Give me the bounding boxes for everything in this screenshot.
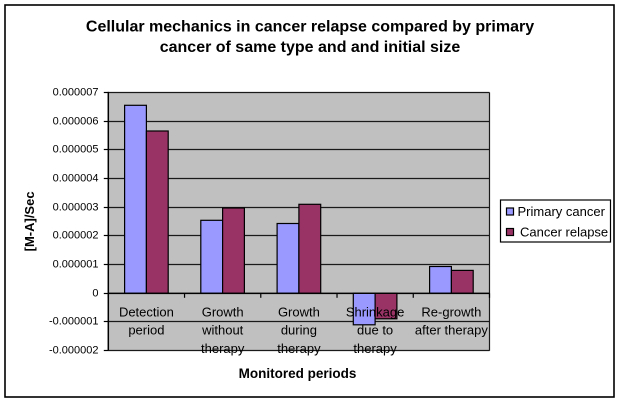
svg-text:Cancer relapse: Cancer relapse xyxy=(520,225,608,240)
svg-text:Cellular mechanics in cancer r: Cellular mechanics in cancer relapse com… xyxy=(86,19,534,36)
svg-text:[M-A]/Sec: [M-A]/Sec xyxy=(22,191,37,251)
svg-text:Growth: Growth xyxy=(278,304,320,319)
svg-text:0.000004: 0.000004 xyxy=(53,173,99,185)
svg-text:Shrinkage: Shrinkage xyxy=(346,304,405,319)
svg-text:period: period xyxy=(128,323,164,338)
svg-text:therapy: therapy xyxy=(277,341,321,356)
svg-text:without: without xyxy=(201,323,244,338)
svg-text:Detection: Detection xyxy=(119,304,174,319)
svg-text:therapy: therapy xyxy=(201,341,245,356)
svg-text:after therapy: after therapy xyxy=(415,323,488,338)
svg-text:Re-growth: Re-growth xyxy=(421,304,481,319)
svg-text:0: 0 xyxy=(92,288,98,300)
svg-text:Primary cancer: Primary cancer xyxy=(518,204,606,219)
svg-text:due to: due to xyxy=(357,323,393,338)
svg-text:0.000007: 0.000007 xyxy=(53,87,99,99)
svg-text:0.000005: 0.000005 xyxy=(53,144,99,156)
svg-text:-0.000001: -0.000001 xyxy=(49,316,99,328)
svg-text:0.000006: 0.000006 xyxy=(53,116,99,128)
svg-text:Growth: Growth xyxy=(202,304,244,319)
svg-text:cancer of same type and and in: cancer of same type and and initial size xyxy=(160,39,461,56)
svg-text:therapy: therapy xyxy=(353,341,397,356)
svg-text:-0.000002: -0.000002 xyxy=(49,345,99,357)
svg-text:during: during xyxy=(281,323,317,338)
svg-text:0.000002: 0.000002 xyxy=(53,230,99,242)
svg-text:Monitored periods: Monitored periods xyxy=(239,366,357,381)
svg-text:0.000001: 0.000001 xyxy=(53,259,99,271)
svg-text:0.000003: 0.000003 xyxy=(53,202,99,214)
